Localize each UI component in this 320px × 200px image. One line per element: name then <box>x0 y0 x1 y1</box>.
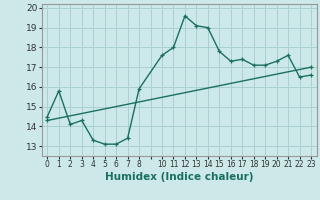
X-axis label: Humidex (Indice chaleur): Humidex (Indice chaleur) <box>105 172 253 182</box>
